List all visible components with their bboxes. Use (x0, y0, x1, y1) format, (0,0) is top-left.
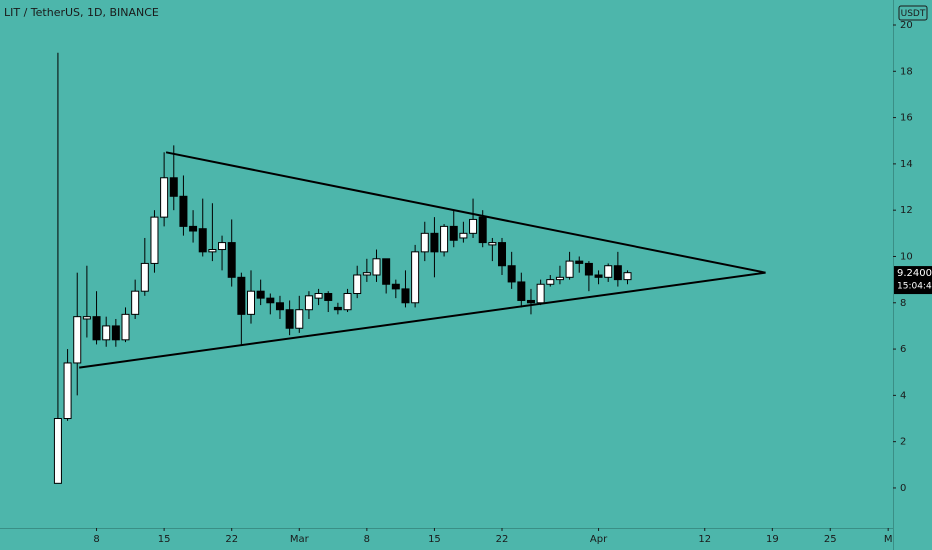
y-tick-label: 16 (900, 113, 913, 124)
candle-body (526, 299, 535, 304)
candle-body (546, 279, 555, 285)
x-tick-label: 8 (93, 534, 99, 545)
candle-body (604, 265, 613, 278)
candle-body (189, 225, 198, 232)
candle-body (179, 195, 188, 227)
chart-title: LIT / TetherUS, 1D, BINANCE (4, 6, 159, 19)
candle-body (401, 288, 410, 304)
candle-body (517, 281, 526, 301)
x-tick-label: 15 (158, 534, 171, 545)
last-price-label: 9.2400 (897, 268, 932, 279)
x-tick-label: Mar (290, 534, 310, 545)
trendline (79, 271, 766, 369)
candle-body (53, 418, 62, 484)
x-tick-label: 25 (824, 534, 837, 545)
y-tick-label: 4 (900, 390, 906, 401)
y-tick-label: 8 (900, 298, 906, 309)
candle-body (208, 249, 217, 253)
y-tick-label: 6 (900, 344, 906, 355)
last-price-box (894, 266, 932, 295)
y-tick-label: 14 (900, 159, 913, 170)
candle-body (594, 274, 603, 278)
candle-body (584, 262, 593, 276)
candle-body (575, 260, 584, 264)
candle-body (333, 306, 342, 311)
candle-body (507, 265, 516, 283)
candle-body (478, 216, 487, 244)
countdown-label: 15:04:49 (897, 282, 932, 292)
y-tick-label: 0 (900, 483, 906, 494)
x-tick-label: 19 (766, 534, 779, 545)
candle-body (536, 283, 545, 304)
candle-body (440, 225, 449, 253)
candle-body (488, 242, 497, 246)
y-tick-label: 2 (900, 437, 906, 448)
candle-body (63, 362, 72, 420)
candle-body (353, 274, 362, 295)
y-tick-label: 20 (900, 20, 913, 31)
candle-body (111, 325, 120, 341)
candle-body (275, 302, 284, 311)
candle-body (256, 290, 265, 299)
candle-body (459, 232, 468, 239)
candle-body (198, 228, 207, 253)
candle-body (469, 218, 478, 234)
candle-body (420, 232, 429, 253)
candle-body (73, 316, 82, 364)
candle-body (623, 272, 632, 281)
x-tick-label: 22 (496, 534, 509, 545)
candle-body (555, 276, 564, 281)
y-tick-label: 10 (900, 251, 913, 262)
candle-body (382, 258, 391, 285)
candle-body (324, 293, 333, 301)
y-tick-label: 12 (900, 205, 913, 216)
candle-body (372, 258, 381, 276)
candle-body (449, 225, 458, 241)
candle-body (565, 260, 574, 278)
candle-body (266, 297, 275, 304)
x-tick-label: 22 (225, 534, 238, 545)
candle-body (343, 293, 352, 311)
candle-body (362, 272, 371, 276)
candle-body (218, 242, 227, 251)
x-tick-label: M (884, 534, 893, 545)
candle-body (247, 290, 256, 315)
candle-body (169, 177, 178, 197)
candle-body (92, 316, 101, 341)
candle-body (411, 251, 420, 304)
currency-label: USDT (901, 9, 926, 19)
y-tick-label: 18 (900, 66, 913, 77)
candle-body (285, 309, 294, 329)
trendline (165, 151, 766, 274)
candle-body (102, 325, 111, 341)
x-tick-label: 12 (698, 534, 711, 545)
candle-body (314, 293, 323, 299)
candle-body (304, 295, 313, 311)
x-tick-label: 15 (428, 534, 441, 545)
candle-body (237, 276, 246, 315)
candle-body (82, 316, 91, 320)
x-tick-label: Apr (590, 534, 608, 545)
candle-body (121, 313, 130, 341)
candle-body (150, 216, 159, 264)
candle-body (391, 283, 400, 290)
currency-box (898, 5, 928, 21)
candle-body (613, 265, 622, 281)
candle-body (131, 290, 140, 315)
candle-body (140, 262, 149, 292)
candle-body (498, 242, 507, 267)
x-tick-label: 8 (364, 534, 370, 545)
candle-body (430, 232, 439, 253)
candle-body (227, 242, 236, 278)
candle-body (295, 309, 304, 329)
candle-body (160, 177, 169, 218)
